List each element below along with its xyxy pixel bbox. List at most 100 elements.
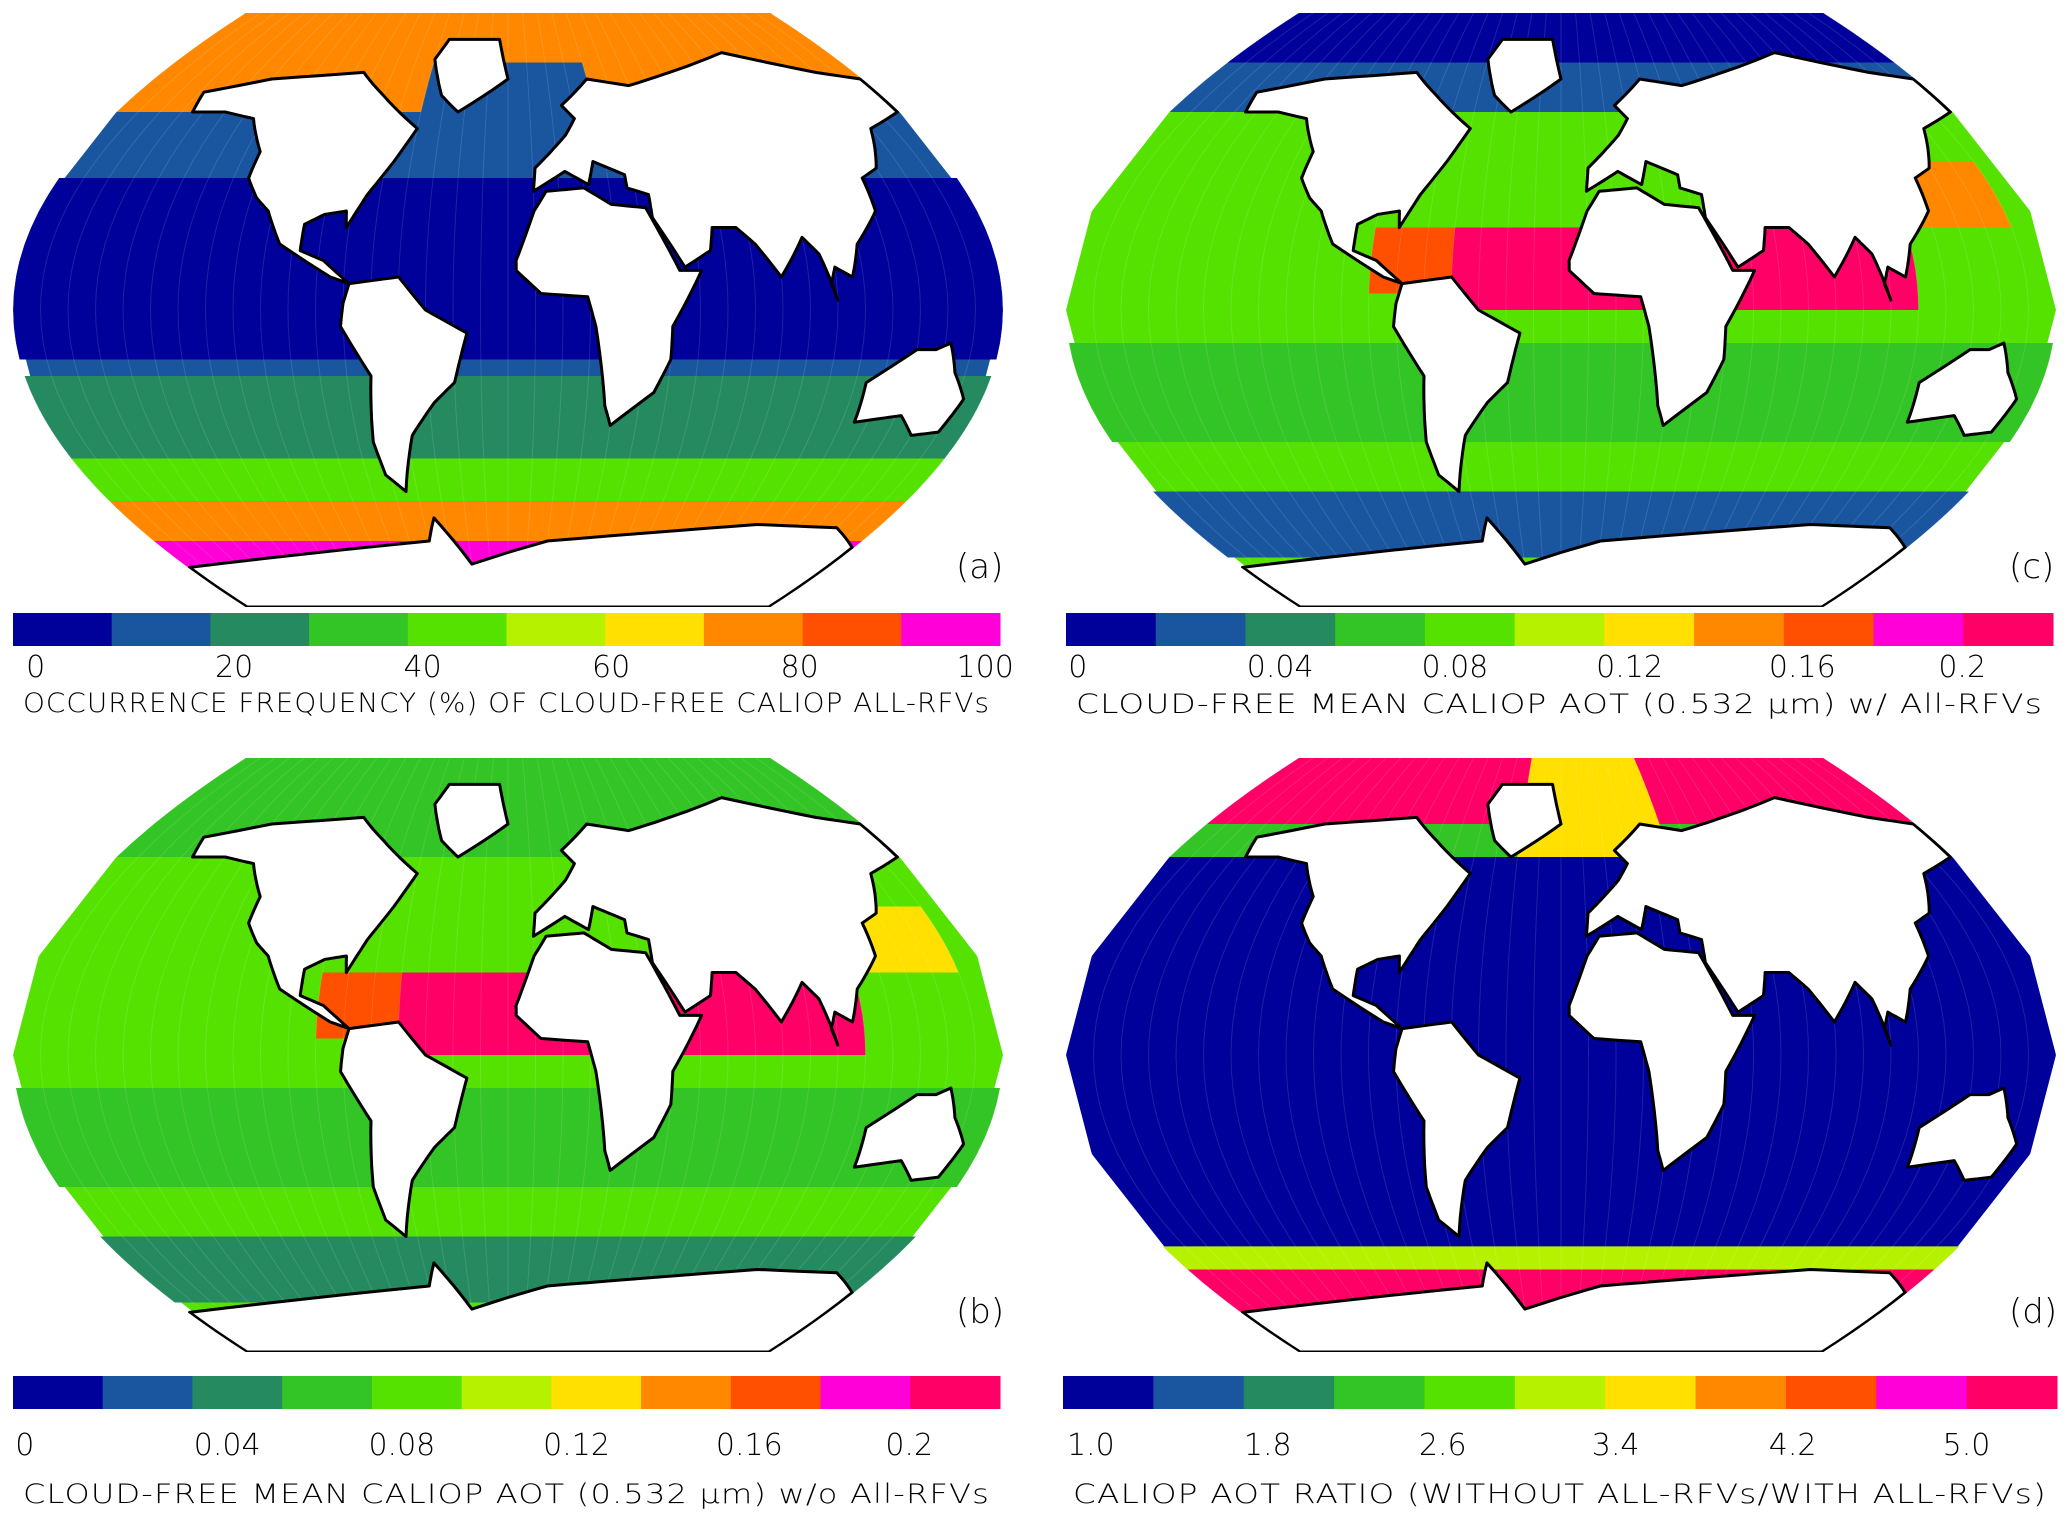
colorbar-tick-label: 20 <box>215 650 253 685</box>
colorbar-segment <box>551 1376 642 1409</box>
colorbar-segment <box>802 613 902 646</box>
colorbar-title: CLOUD-FREE MEAN CALIOP AOT (0.532 µm) w/… <box>1076 689 2043 720</box>
colorbar-segment <box>192 1376 283 1409</box>
colorbar-segment <box>1604 613 1695 646</box>
grid-line <box>39 758 261 1352</box>
land-antarctica <box>1241 1261 1907 1352</box>
colorbar-tick-label: 1.8 <box>1244 1428 1292 1463</box>
colorbar-segment <box>210 613 310 646</box>
colorbar-tick-label: 0.12 <box>543 1428 610 1463</box>
colorbar-tick-label: 0.08 <box>1421 650 1488 685</box>
colorbar-tick-label: 0.08 <box>368 1428 435 1463</box>
colorbar-segment <box>407 613 507 646</box>
colorbar-segment <box>1694 613 1785 646</box>
land-south-america <box>339 1020 469 1238</box>
grid-line <box>522 13 537 607</box>
land-greenland <box>1486 37 1563 114</box>
colorbar-tick-label: 0.2 <box>1938 650 1986 685</box>
colorbar-segment <box>1153 1376 1245 1409</box>
colorbar-title: CALIOP AOT RATIO (WITHOUT ALL-RFVs/WITH … <box>1073 1479 2047 1510</box>
field-patch <box>13 260 1003 360</box>
colorbar: 0 0.04 0.08 0.12 0.16 0.2 CLOUD-FREE MEAN CALI… <box>1066 613 2054 720</box>
grid-line <box>1147 758 1343 1352</box>
colorbar-segment <box>309 613 409 646</box>
colorbar-segment <box>1063 1376 1154 1409</box>
colorbar-segment <box>13 1376 104 1409</box>
grid-line <box>1120 758 1329 1352</box>
colorbar-segment <box>820 1376 911 1409</box>
panel-label: (a) <box>956 547 1003 587</box>
grid-line <box>770 13 1003 607</box>
map <box>13 13 1003 607</box>
grid-line <box>13 13 246 607</box>
land-africa <box>514 186 704 427</box>
colorbar-tick-label: 0.04 <box>1247 650 1314 685</box>
colorbar-segment <box>1783 613 1875 646</box>
colorbar-tick-label: 80 <box>781 650 819 685</box>
land-africa <box>514 931 704 1172</box>
map <box>1066 758 2056 1352</box>
field-patch <box>15 1088 1001 1187</box>
grid-line <box>1066 13 1299 607</box>
grid-line <box>1066 758 1299 1352</box>
colorbar-segment <box>1066 613 1157 646</box>
grid-line <box>1589 13 1617 607</box>
colorbar-segment <box>1245 613 1336 646</box>
colorbar: 1.0 1.8 2.6 3.4 4.2 5.0 CALIOP AOT RATIO (WITH… <box>1063 1376 2058 1510</box>
land-north-america <box>191 815 419 1031</box>
land-greenland <box>433 37 510 114</box>
grid-line <box>1505 13 1533 607</box>
grid-line <box>1092 13 1314 607</box>
land-australia <box>1905 341 2019 437</box>
land-antarctica <box>188 1261 854 1352</box>
land-south-america <box>339 275 469 493</box>
colorbar-segment <box>730 1376 822 1409</box>
colorbar-segment <box>1873 613 1964 646</box>
land-eurasia <box>531 796 899 1047</box>
grid-line <box>1532 758 1547 1352</box>
grid-line <box>1120 13 1329 607</box>
colorbar-segment <box>111 613 211 646</box>
grid-line <box>94 758 290 1352</box>
field-patch <box>1227 13 1895 63</box>
land-australia <box>1905 1086 2019 1182</box>
panel-d: (d) 1.0 1.8 2.6 3.4 4.2 5.0 CALIOP AOT RATIO (W… <box>1063 758 2058 1510</box>
colorbar-tick-label: 0 <box>15 1428 34 1463</box>
land-africa <box>1567 186 1757 427</box>
colorbar-segment <box>461 1376 552 1409</box>
colorbar-segment <box>1605 1376 1697 1409</box>
grid-line <box>1589 758 1617 1352</box>
grid-line <box>13 758 246 1352</box>
colorbar-title: OCCURRENCE FREQUENCY (%) OF CLOUD-FREE C… <box>23 688 990 719</box>
field-patch <box>71 458 945 502</box>
grid-line <box>67 13 276 607</box>
colorbar-segment <box>506 613 606 646</box>
grid-line <box>479 758 494 1352</box>
colorbar-tick-label: 0.16 <box>1769 650 1836 685</box>
grid-line <box>1823 758 2056 1352</box>
land-greenland <box>1486 782 1563 859</box>
colorbar-tick-label: 0.2 <box>885 1428 933 1463</box>
colorbar-tick-label: 40 <box>404 650 442 685</box>
colorbar-segment <box>1514 613 1605 646</box>
colorbar-tick-label: 2.6 <box>1419 1428 1467 1463</box>
land-africa <box>1567 931 1757 1172</box>
map <box>13 758 1003 1352</box>
field-patch <box>1162 1246 1960 1270</box>
field-patch <box>1068 343 2054 442</box>
colorbar-tick-label: 0.16 <box>716 1428 783 1463</box>
colorbar-tick-label: 0.12 <box>1596 650 1663 685</box>
colorbar: 0 0.04 0.08 0.12 0.16 0.2 CLOUD-FREE MEAN CALI… <box>13 1376 1001 1510</box>
colorbar-segment <box>1335 613 1426 646</box>
colorbar-tick-label: 5.0 <box>1943 1428 1991 1463</box>
grid-line <box>1505 758 1533 1352</box>
land-eurasia <box>1584 51 1952 302</box>
panel-label: (c) <box>2009 547 2054 587</box>
colorbar-segment <box>1514 1376 1606 1409</box>
colorbar-segment <box>605 613 705 646</box>
colorbar-tick-label: 0.04 <box>194 1428 261 1463</box>
colorbar-segment <box>371 1376 463 1409</box>
